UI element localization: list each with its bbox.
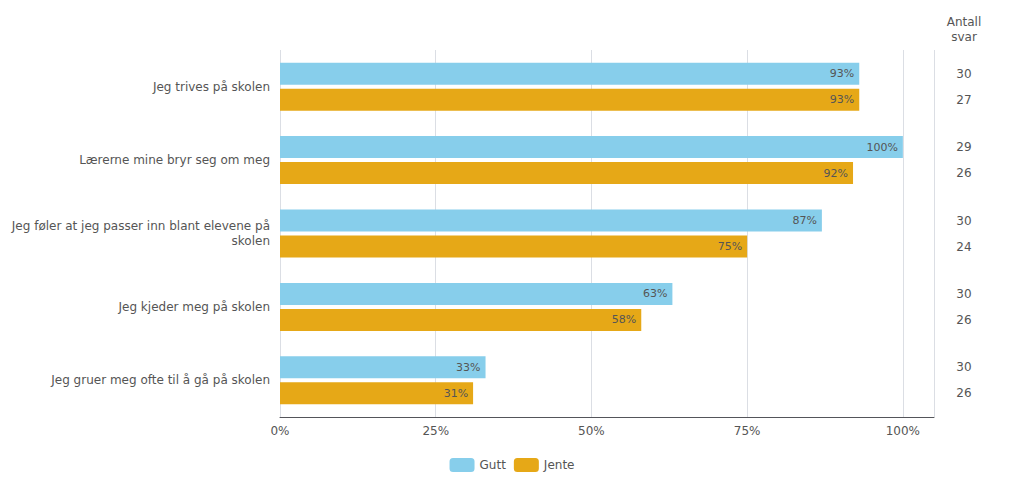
svg-text:Antall: Antall [947, 15, 982, 29]
svg-text:58%: 58% [612, 313, 636, 326]
svg-text:100%: 100% [886, 424, 920, 438]
svg-text:92%: 92% [824, 167, 848, 180]
svg-text:30: 30 [956, 214, 971, 228]
svg-text:93%: 93% [830, 93, 854, 106]
svg-text:75%: 75% [718, 240, 742, 253]
svg-text:26: 26 [956, 166, 971, 180]
svg-text:27: 27 [956, 93, 971, 107]
svg-text:Jeg trives på skolen: Jeg trives på skolen [152, 80, 270, 94]
svg-text:31%: 31% [444, 387, 468, 400]
svg-text:26: 26 [956, 386, 971, 400]
svg-text:Jente: Jente [543, 458, 575, 472]
svg-text:100%: 100% [866, 141, 897, 154]
svg-text:75%: 75% [734, 424, 761, 438]
svg-text:63%: 63% [643, 287, 667, 300]
svg-text:24: 24 [956, 240, 971, 254]
svg-text:93%: 93% [830, 67, 854, 80]
svg-text:svar: svar [951, 30, 977, 44]
svg-text:33%: 33% [456, 361, 480, 374]
svg-text:29: 29 [956, 140, 971, 154]
svg-text:Jeg gruer meg ofte til å gå på: Jeg gruer meg ofte til å gå på skolen [50, 373, 270, 387]
svg-text:0%: 0% [270, 424, 289, 438]
svg-text:30: 30 [956, 287, 971, 301]
svg-text:87%: 87% [792, 214, 816, 227]
svg-text:30: 30 [956, 67, 971, 81]
svg-text:25%: 25% [422, 424, 449, 438]
svg-text:Gutt: Gutt [480, 458, 507, 472]
svg-text:26: 26 [956, 313, 971, 327]
svg-text:Lærerne mine bryr seg om meg: Lærerne mine bryr seg om meg [79, 153, 270, 167]
svg-text:Jeg kjeder meg på skolen: Jeg kjeder meg på skolen [118, 300, 271, 314]
svg-text:50%: 50% [578, 424, 605, 438]
svg-text:30: 30 [956, 360, 971, 374]
svg-text:skolen: skolen [232, 234, 270, 248]
svg-text:Jeg føler at jeg passer inn bl: Jeg føler at jeg passer inn blant eleven… [11, 219, 270, 233]
